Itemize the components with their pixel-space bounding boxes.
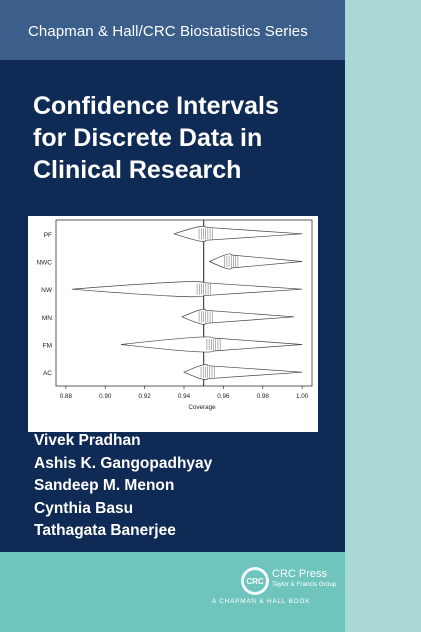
x-tick-label: 0.90 (99, 393, 112, 400)
author-2: Ashis K. Gangopadhyay (34, 454, 213, 472)
violin-pf (173, 225, 303, 242)
title-line-1: Confidence Intervals (33, 92, 279, 120)
category-label-pf: PF (44, 232, 52, 239)
category-label-ac: AC (43, 370, 52, 377)
author-list: Vivek Pradhan Ashis K. Gangopadhyay Sand… (34, 430, 212, 543)
author-4: Cynthia Basu (34, 499, 134, 517)
title-line-3: Clinical Research (33, 156, 242, 184)
category-label-fm: FM (43, 343, 52, 350)
x-tick-label: 0.96 (217, 393, 230, 400)
x-tick-label: 0.98 (257, 393, 270, 400)
author-3: Sandeep M. Menon (34, 477, 175, 494)
imprint: A CHAPMAN & HALL BOOK (212, 598, 311, 605)
x-tick-label: 0.88 (60, 393, 73, 400)
logo-text: CRC (246, 577, 264, 586)
series-band: Chapman & Hall/CRC Biostatistics Series (0, 0, 345, 60)
violin-ac (183, 364, 303, 381)
crc-logo-icon: CRC (241, 567, 269, 595)
book-title: Confidence Intervals for Discrete Data i… (33, 90, 333, 186)
author-1: Vivek Pradhan (34, 432, 141, 449)
x-tick-label: 0.94 (178, 393, 191, 400)
x-tick-label: 1.00 (296, 393, 309, 400)
publisher-band (0, 552, 345, 632)
x-tick-label: 0.92 (138, 393, 151, 400)
x-axis-label: Coverage (188, 404, 216, 411)
violin-nwc (208, 253, 303, 270)
category-label-nwc: NWC (36, 260, 52, 267)
publisher-subline: Taylor & Francis Group (272, 581, 337, 588)
side-strip (345, 0, 421, 632)
title-line-2: for Discrete Data in (33, 124, 263, 152)
series-title: Chapman & Hall/CRC Biostatistics Series (28, 23, 308, 40)
category-label-mn: MN (42, 315, 52, 322)
chart-panel: PF NWC NW MN FM AC 0.88 0.90 0.92 0.94 0.96 0.98 1.0… (28, 216, 318, 432)
plot-frame (55, 219, 313, 387)
publisher-name: CRC Press (272, 568, 328, 580)
category-label-nw: NW (41, 287, 53, 294)
author-5: Tathagata Banerjee (34, 522, 176, 539)
violin-nw (71, 281, 303, 298)
coverage-chart: PF NWC NW MN FM AC 0.88 0.90 0.92 0.94 0.96 0.98 1.0… (36, 219, 313, 411)
